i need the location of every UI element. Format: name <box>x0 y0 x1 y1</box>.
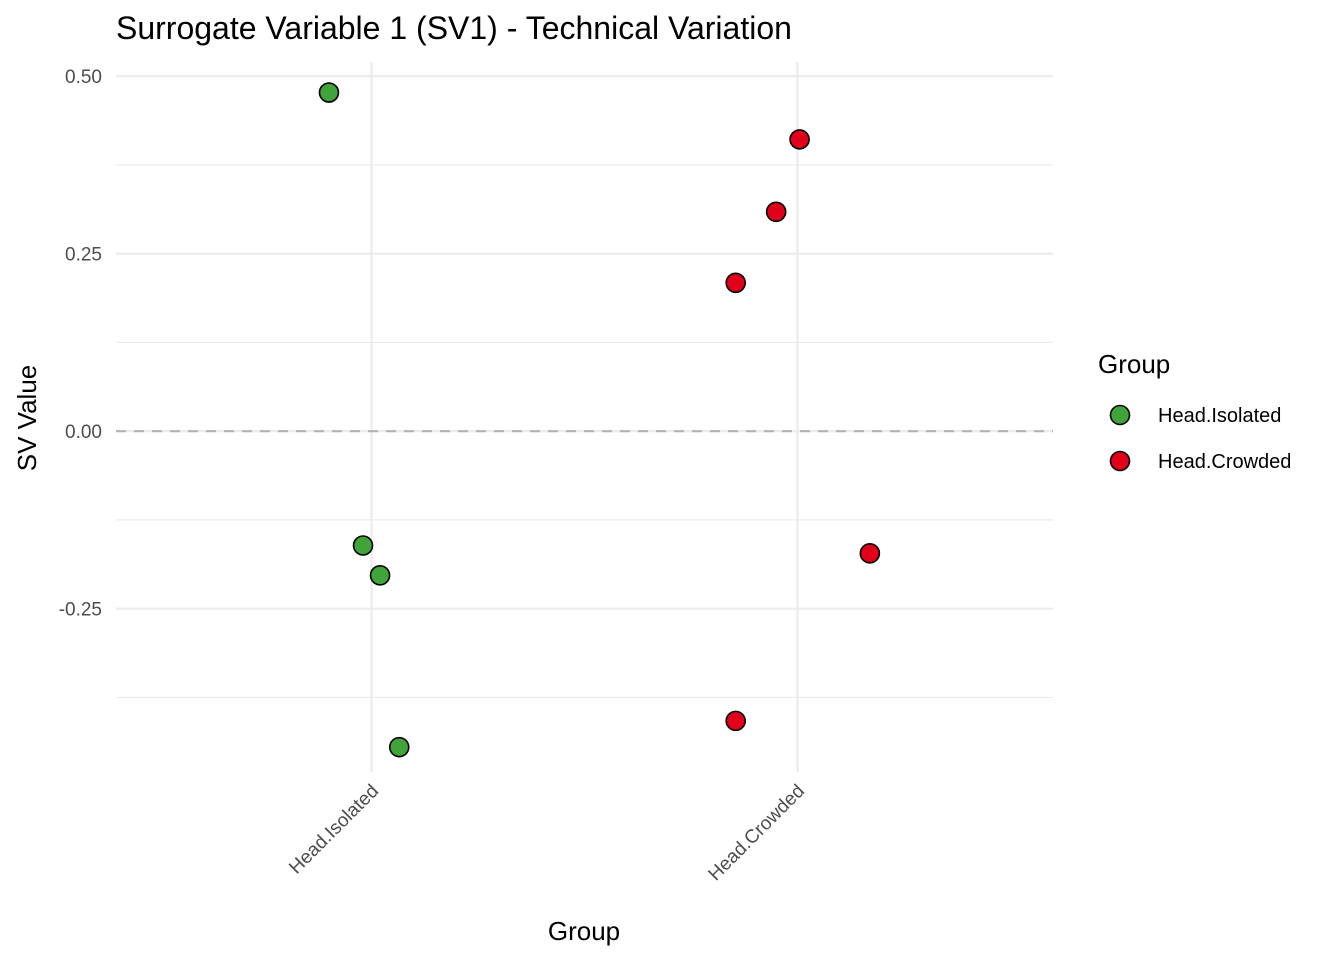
legend-label: Head.Isolated <box>1158 405 1281 427</box>
y-tick-label: 0.00 <box>65 422 102 443</box>
x-axis-title: Group <box>548 916 620 946</box>
data-point <box>725 272 746 294</box>
grid <box>116 62 1053 772</box>
y-tick-label: -0.25 <box>59 600 102 621</box>
y-axis-title: SV Value <box>12 365 42 471</box>
legend-label: Head.Crowded <box>1158 451 1291 473</box>
legend-title: Group <box>1098 349 1170 379</box>
x-tick-label: Head.Isolated <box>285 781 383 879</box>
data-point <box>352 535 374 556</box>
y-tick-label: 0.50 <box>65 67 102 88</box>
x-tick-label: Head.Crowded <box>705 781 809 885</box>
y-axis-ticks: -0.25 0.00 0.25 0.50 <box>59 67 102 621</box>
data-point <box>765 201 787 223</box>
data-point <box>369 565 391 586</box>
data-point <box>318 82 340 103</box>
legend: Group Head.Isolated Head.Crowded <box>1098 349 1291 473</box>
chart-title: Surrogate Variable 1 (SV1) - Technical V… <box>116 10 792 46</box>
legend-key <box>1109 404 1131 426</box>
data-point <box>388 736 410 758</box>
y-tick-label: 0.25 <box>65 245 102 266</box>
data-points <box>318 82 881 758</box>
data-point <box>789 129 810 150</box>
data-point <box>725 710 746 732</box>
data-point <box>859 543 881 564</box>
legend-key <box>1109 450 1131 472</box>
x-axis-ticks: Head.Isolated Head.Crowded <box>285 781 809 885</box>
